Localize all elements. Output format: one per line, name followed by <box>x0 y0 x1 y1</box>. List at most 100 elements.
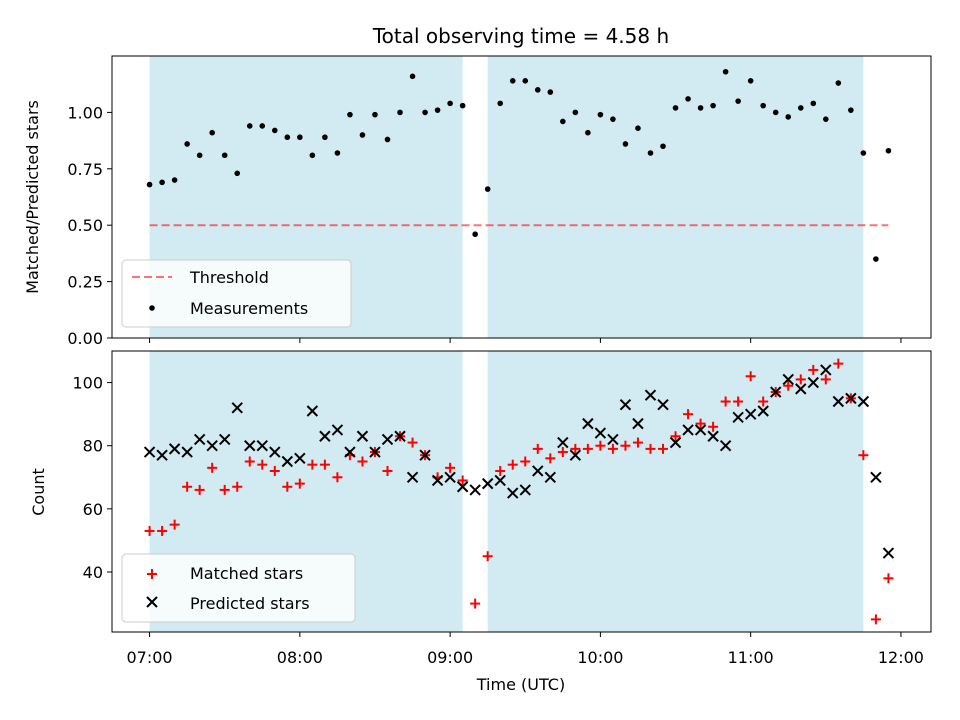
predicted-star-point <box>143 446 156 458</box>
measurement-point <box>860 150 867 156</box>
predicted-star-point <box>244 440 256 452</box>
predicted-star-point <box>431 474 444 487</box>
predicted-star-point <box>557 436 569 449</box>
bottom-y-tick-label: 60 <box>83 500 103 519</box>
measurement-point <box>685 96 691 102</box>
measurement-point <box>284 134 291 141</box>
matched-star-point <box>157 525 168 536</box>
predicted-star-point <box>770 386 782 398</box>
measurement-point <box>797 105 804 111</box>
measurement-point <box>297 134 303 141</box>
predicted-star-point <box>168 443 181 455</box>
predicted-star-point <box>181 446 193 458</box>
predicted-star-point <box>381 433 394 446</box>
measurement-point <box>747 78 754 84</box>
shaded-interval-2 <box>487 56 864 338</box>
shaded-interval-2 <box>487 351 864 632</box>
measurement-point <box>259 123 266 129</box>
predicted-star-point <box>231 402 243 414</box>
measurement-point <box>322 134 328 141</box>
measurement-point <box>171 177 178 183</box>
top-y-tick-label: 0.50 <box>67 216 103 235</box>
legend-predicted-label: Predicted stars <box>190 594 310 613</box>
matched-star-point <box>658 443 669 454</box>
bottom-x-ticks: 07:00 08:00 09:00 10:00 11:00 12:00 <box>127 632 924 667</box>
measurement-point <box>597 111 604 118</box>
matched-star-point <box>820 374 831 385</box>
matched-star-point <box>783 380 794 391</box>
top-y-tick-label: 1.00 <box>67 103 103 122</box>
predicted-star-point <box>406 471 419 483</box>
measurement-point <box>772 109 779 116</box>
matched-star-point <box>645 443 656 454</box>
matched-star-point <box>169 519 180 530</box>
predicted-star-point <box>669 436 682 449</box>
bottom-y-axis-label: Count <box>29 468 48 516</box>
predicted-star-point <box>644 389 657 401</box>
measurement-point <box>785 114 792 120</box>
matched-star-point <box>507 459 518 470</box>
measurement-point <box>409 73 416 80</box>
legend-measurement-swatch <box>149 305 155 311</box>
measurement-point <box>372 111 378 118</box>
bottom-plot-frame <box>111 350 932 633</box>
measurement-point <box>710 102 716 109</box>
predicted-star-point <box>795 383 807 395</box>
measurement-point <box>885 147 892 154</box>
predicted-star-point <box>481 477 494 490</box>
measurement-point <box>560 118 566 125</box>
matched-star-point <box>294 478 305 489</box>
matched-star-point <box>520 456 531 467</box>
measurement-point <box>848 107 854 113</box>
predicted-star-point <box>569 449 582 461</box>
measurement-point <box>309 152 316 159</box>
predicted-star-point <box>218 433 231 446</box>
measurement-point <box>760 102 766 109</box>
predicted-star-point <box>319 430 331 442</box>
predicted-star-point <box>694 424 707 436</box>
matched-star-point <box>207 462 218 473</box>
measurement-point <box>246 123 253 129</box>
bottom-x-tick-label: 08:00 <box>277 648 323 667</box>
matched-star-point <box>445 462 456 473</box>
predicted-star-point <box>594 427 607 439</box>
predicted-star-point <box>820 364 832 376</box>
measurement-point <box>647 150 654 156</box>
x-axis-label: Time (UTC) <box>476 675 565 694</box>
predicted-star-point <box>782 373 794 386</box>
measurement-point <box>635 125 641 131</box>
measurement-point <box>509 78 516 84</box>
matched-star-point <box>733 396 744 407</box>
predicted-star-point <box>331 424 344 436</box>
predicted-star-point <box>832 395 845 408</box>
predicted-star-point <box>356 430 369 442</box>
matched-star-point <box>557 447 568 458</box>
bottom-legend-box <box>121 553 356 623</box>
top-y-tick-label: 0.00 <box>67 329 103 348</box>
measurement-point <box>359 132 366 138</box>
top-panel: 0.00 0.25 0.50 0.75 1.00 Matched/Predicted s… <box>23 55 932 348</box>
bottom-x-tick-label: 10:00 <box>577 648 623 667</box>
measurement-point <box>823 116 829 122</box>
predicted-star-point <box>269 446 281 458</box>
matched-star-point <box>282 481 293 492</box>
measurement-point <box>146 181 153 188</box>
predicted-star-point <box>456 481 469 493</box>
matched-star-point <box>745 371 756 382</box>
measurement-point <box>271 127 278 134</box>
predicted-star-point <box>845 392 857 405</box>
matched-star-point <box>607 443 618 454</box>
predicted-star-point <box>156 449 168 461</box>
measurement-point <box>572 109 579 116</box>
matched-star-point <box>232 481 243 492</box>
measurement-point <box>497 100 504 107</box>
predicted-star-point <box>206 440 218 452</box>
matched-star-point <box>257 459 268 470</box>
measurement-point <box>547 89 554 95</box>
matched-star-point <box>632 437 643 448</box>
predicted-star-point <box>444 471 456 483</box>
predicted-star-point <box>807 376 819 389</box>
measurement-point <box>722 68 729 75</box>
matched-star-point <box>708 421 719 432</box>
